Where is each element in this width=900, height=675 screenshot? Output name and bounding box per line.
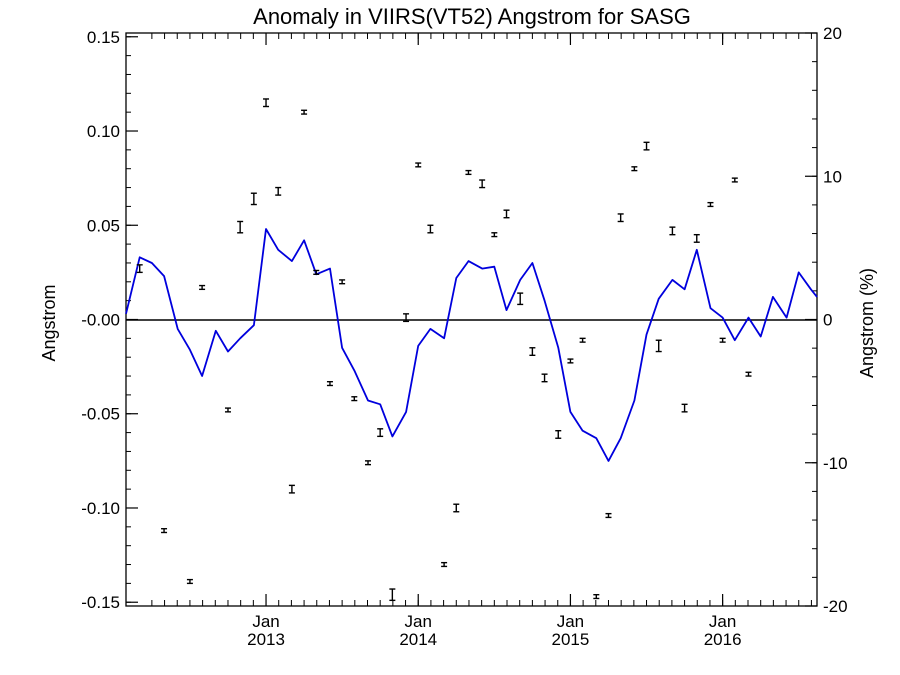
errorbar-point: [529, 347, 536, 357]
errorbar-point: [441, 561, 448, 568]
y2-tick-label: 0: [823, 311, 832, 330]
errorbar-point: [503, 209, 510, 219]
x-tick-year: 2014: [399, 630, 437, 649]
errorbar-point: [339, 279, 346, 285]
y-axis-label: Angstrom: [39, 284, 59, 361]
series-line: [125, 228, 818, 462]
errorbar-point: [275, 186, 282, 196]
errorbar-point: [731, 177, 738, 183]
errorbar-point: [579, 337, 586, 343]
errorbar-point: [555, 430, 562, 439]
errorbar-point: [465, 169, 472, 176]
errorbar-point: [186, 578, 193, 585]
errorbar-point: [693, 233, 700, 243]
errorbar-point: [377, 428, 384, 438]
errorbar-point: [517, 292, 524, 306]
errorbar-point: [326, 381, 333, 387]
errorbar-point: [681, 403, 688, 413]
x-tick-year: 2016: [704, 630, 742, 649]
errorbar-point: [301, 109, 308, 115]
errorbar-point: [745, 371, 752, 377]
errorbar-point: [136, 264, 143, 274]
series-line-group: [125, 228, 818, 462]
x-tick-year: 2015: [552, 630, 590, 649]
errorbar-point: [593, 593, 600, 600]
y-tick-label: -0.10: [81, 499, 120, 518]
errorbar-point: [567, 358, 574, 364]
errorbar-point: [643, 141, 650, 151]
errorbar-point: [199, 284, 206, 291]
errorbar-point: [403, 313, 410, 323]
y2-axis-label: Angstrom (%): [857, 268, 877, 378]
errorbar-point: [719, 337, 726, 343]
errorbar-point: [237, 220, 244, 234]
errorbar-point: [351, 396, 358, 402]
errorbar-point: [313, 269, 320, 275]
errorbar-point: [389, 588, 396, 602]
errorbar-point: [288, 484, 295, 494]
x-tick-month: Jan: [557, 612, 584, 631]
y-axis-ticks: 0.15 0.10 0.05 -0.00 -0.05 -0.10 -0.15: [81, 28, 138, 612]
x-tick-year: 2013: [247, 630, 285, 649]
chart-title: Anomaly in VIIRS(VT52) Angstrom for SASG: [253, 4, 691, 29]
errorbar-point: [541, 373, 548, 383]
x-tick-month: Jan: [709, 612, 736, 631]
y2-tick-label: 20: [823, 24, 842, 43]
y-tick-label: -0.05: [81, 405, 120, 424]
errorbar-point: [707, 201, 714, 208]
y2-axis-ticks: 20 10 0 -10 -20: [805, 24, 848, 616]
errorbar-point: [631, 166, 638, 172]
errorbar-point: [479, 179, 486, 189]
errorbar-point: [427, 224, 434, 234]
errorbar-point: [605, 512, 612, 519]
errorbar-point: [161, 528, 168, 534]
x-tick-month: Jan: [405, 612, 432, 631]
errorbar-point: [263, 98, 270, 108]
errorbar-point: [491, 232, 498, 238]
y-tick-label: -0.15: [81, 593, 120, 612]
y2-tick-label: -10: [823, 454, 848, 473]
errorbar-point: [415, 162, 422, 168]
errorbar-point: [655, 339, 662, 353]
y2-tick-label: -20: [823, 597, 848, 616]
errorbar-point: [250, 192, 257, 206]
series-errorbar-group: [136, 98, 752, 602]
errorbar-point: [617, 213, 624, 223]
y-tick-label: 0.15: [87, 28, 120, 47]
y-tick-label: 0.05: [87, 216, 120, 235]
x-tick-month: Jan: [252, 612, 279, 631]
errorbar-point: [453, 503, 460, 513]
errorbar-point: [365, 460, 372, 466]
errorbar-point: [669, 226, 676, 236]
errorbar-point: [224, 407, 231, 413]
y-tick-label: 0.10: [87, 122, 120, 141]
y2-tick-label: 10: [823, 167, 842, 186]
y-tick-label: -0.00: [81, 311, 120, 330]
